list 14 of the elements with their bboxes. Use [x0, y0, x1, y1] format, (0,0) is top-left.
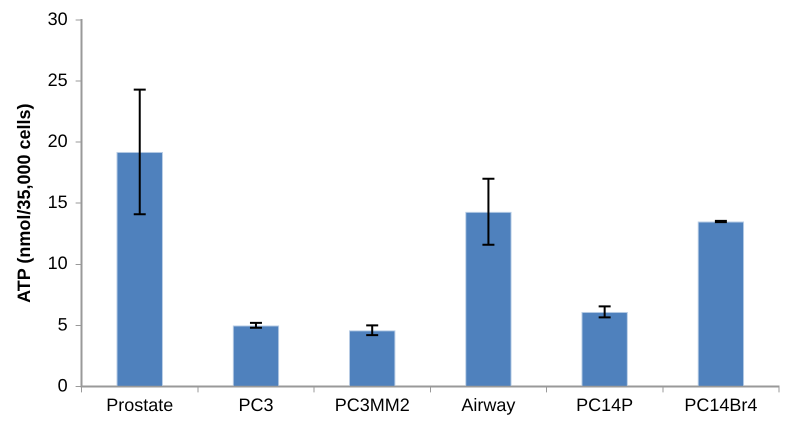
y-axis-title: ATP (nmol/35,000 cells): [14, 103, 34, 303]
x-tick-label: PC3MM2: [334, 395, 410, 416]
y-tick-label: 25: [48, 70, 68, 90]
y-tick-label: 15: [48, 192, 68, 212]
y-tick-label: 5: [58, 314, 68, 334]
x-tick-label: PC14Br4: [684, 395, 758, 416]
y-tick-label: 20: [48, 131, 68, 152]
y-tick-label: 0: [58, 375, 68, 396]
x-tick-label: PC14P: [576, 395, 634, 416]
y-tick-label: 30: [48, 8, 68, 29]
x-tick-label: Airway: [461, 395, 516, 416]
x-tick-label: Prostate: [106, 395, 174, 416]
y-tick-label: 10: [48, 253, 68, 274]
x-tick-label: PC3: [238, 395, 274, 416]
